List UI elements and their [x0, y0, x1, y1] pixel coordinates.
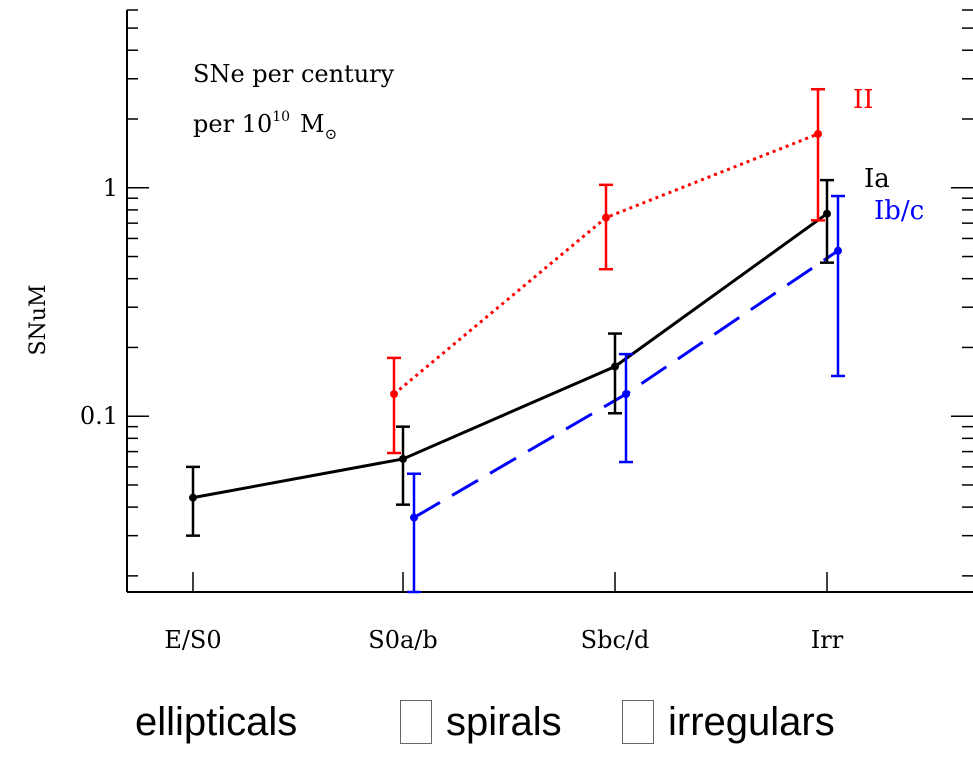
data-point — [834, 246, 842, 255]
annotation-unit: M — [300, 110, 325, 138]
tick-labels: E/S0 S0a/b Sbc/d Irr 0.1 1 — [80, 174, 844, 654]
caption-spirals: spirals — [446, 700, 562, 744]
divider-box-1 — [400, 700, 432, 744]
series-lines — [192, 132, 839, 519]
data-point — [390, 390, 398, 399]
annotation-exponent: 10 — [272, 109, 290, 125]
x-tick-label: S0a/b — [368, 626, 437, 654]
divider-box-2 — [622, 700, 654, 744]
caption-irregulars: irregulars — [668, 700, 835, 744]
data-point — [814, 129, 822, 138]
x-tick-label: Irr — [811, 626, 844, 654]
annotation-prefix: per 10 — [193, 110, 272, 138]
data-point — [189, 493, 197, 502]
galaxy-type-captions: ellipticals spirals irregulars — [0, 690, 973, 770]
data-point — [410, 513, 418, 522]
data-point — [622, 390, 630, 399]
series-line — [192, 212, 828, 500]
annotation-sun-symbol: ⊙ — [325, 125, 338, 143]
x-tick-label: E/S0 — [164, 626, 221, 654]
data-point — [399, 454, 407, 463]
series-label: Ib/c — [874, 196, 924, 226]
y-axis-label: SNuM — [26, 284, 51, 355]
annotation-line1: SNe per century — [193, 60, 395, 88]
error-bars — [186, 87, 845, 594]
axes-frame — [126, 10, 973, 593]
data-point — [611, 362, 619, 371]
axis-ticks — [127, 9, 973, 592]
data-point — [602, 213, 610, 222]
series-label: II — [853, 85, 874, 115]
annotation-line2: per 1010 M⊙ — [193, 109, 337, 143]
data-point — [823, 209, 831, 218]
caption-ellipticals: ellipticals — [135, 700, 298, 744]
data-points — [189, 129, 842, 522]
x-tick-label: Sbc/d — [581, 626, 650, 654]
series-label: Ia — [864, 164, 890, 194]
y-tick-label: 0.1 — [80, 402, 118, 430]
y-tick-label: 1 — [103, 174, 118, 202]
